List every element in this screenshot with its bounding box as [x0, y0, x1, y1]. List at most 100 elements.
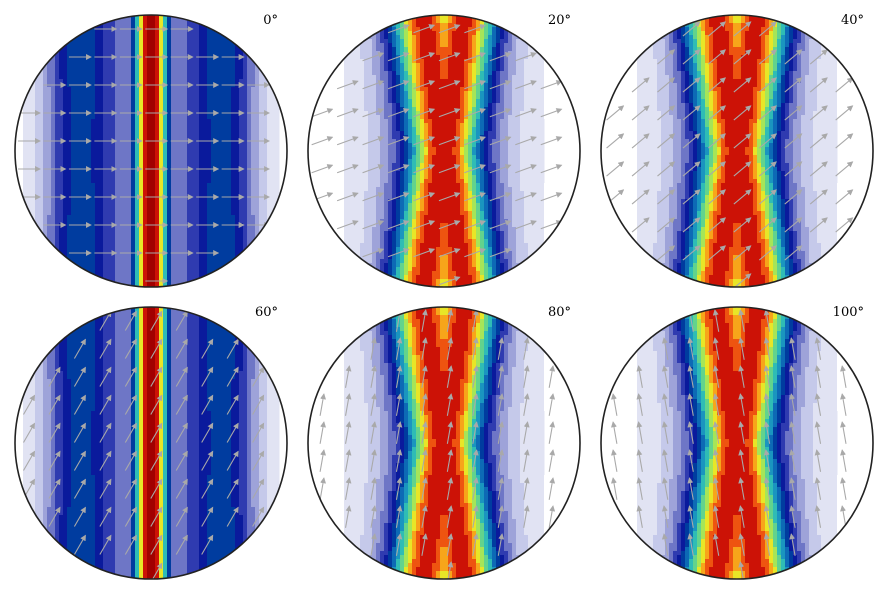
- vector-arrow: [809, 105, 828, 121]
- vector-arrow: [789, 421, 796, 444]
- vector-arrow: [464, 80, 487, 90]
- vector-arrow: [472, 505, 479, 528]
- vector-arrow: [758, 133, 777, 149]
- vector-arrow: [421, 477, 428, 500]
- vector-arrow: [472, 365, 479, 388]
- vector-arrow: [661, 477, 669, 500]
- vector-arrow: [540, 192, 563, 202]
- vector-arrow: [413, 52, 436, 62]
- vector-arrow: [497, 533, 505, 556]
- density-map: [15, 15, 287, 287]
- vector-arrow: [657, 77, 676, 93]
- vector-arrow: [395, 421, 403, 444]
- vector-arrow: [421, 421, 428, 444]
- vector-arrow: [319, 449, 326, 472]
- vector-arrow: [48, 450, 61, 471]
- vector-arrow: [835, 105, 854, 121]
- vector-arrow: [472, 309, 479, 332]
- vector-arrow: [395, 337, 403, 360]
- angle-label: 20°: [548, 13, 571, 28]
- vector-arrow: [661, 505, 669, 528]
- vector-arrow: [523, 477, 530, 500]
- vector-arrow: [814, 421, 822, 444]
- vector-arrow: [311, 108, 334, 118]
- vector-arrow: [606, 133, 625, 149]
- vector-arrow: [413, 164, 436, 174]
- vector-arrow: [497, 365, 505, 388]
- vector-arrow: [631, 133, 650, 149]
- vector-arrow: [472, 449, 479, 472]
- vector-arrow: [548, 477, 556, 500]
- vector-arrow: [150, 534, 163, 555]
- vector-arrow: [733, 217, 752, 233]
- vector-arrow: [789, 533, 796, 556]
- vector-arrow: [150, 506, 163, 527]
- vector-arrow: [73, 394, 86, 415]
- vector-arrow: [515, 80, 537, 90]
- vector-arrow: [733, 21, 752, 37]
- vector-arrow: [99, 338, 112, 359]
- vector-arrow: [387, 192, 410, 202]
- vector-arrow: [150, 562, 163, 579]
- vector-arrow: [150, 422, 163, 443]
- vector-arrow: [201, 394, 214, 415]
- vector-arrow: [124, 506, 137, 527]
- vector-arrow: [438, 108, 461, 118]
- vector-arrow: [226, 450, 239, 471]
- vector-arrow: [421, 449, 428, 472]
- vector-arrow: [311, 164, 334, 174]
- vector-arrow: [370, 477, 377, 500]
- vector-arrow: [489, 220, 512, 230]
- vector-arrow: [636, 421, 643, 444]
- vector-arrow: [784, 49, 803, 65]
- vector-arrow: [421, 365, 428, 388]
- vector-arrow: [515, 220, 537, 230]
- vector-arrow: [497, 337, 505, 360]
- vector-arrow: [336, 192, 359, 202]
- vector-arrow: [464, 164, 487, 174]
- vector-arrow: [515, 136, 537, 146]
- vector-arrow: [438, 80, 461, 90]
- vector-arrow: [661, 393, 669, 416]
- vector-arrow: [150, 478, 163, 499]
- vector-arrow: [789, 505, 796, 528]
- vector-arrow: [226, 338, 239, 359]
- vector-arrow: [345, 505, 352, 528]
- vector-arrow: [515, 192, 537, 202]
- vector-arrow: [446, 393, 454, 416]
- vector-arrow: [446, 449, 454, 472]
- vector-arrow: [733, 189, 752, 205]
- vector-arrow: [631, 189, 650, 205]
- vector-arrow: [23, 394, 36, 415]
- vector-arrow: [124, 422, 137, 443]
- vector-arrow: [175, 366, 188, 387]
- vector-arrow: [515, 108, 537, 118]
- vector-arrow: [150, 394, 163, 415]
- vector-arrow: [809, 161, 828, 177]
- vector-arrow: [523, 337, 530, 360]
- vector-arrow: [763, 449, 771, 472]
- vector-arrow: [446, 561, 454, 579]
- vector-arrow: [733, 105, 752, 121]
- vector-arrow: [738, 477, 745, 500]
- vector-arrow: [738, 449, 745, 472]
- vector-arrow: [809, 217, 828, 233]
- vector-arrow: [682, 189, 701, 205]
- vector-arrow: [523, 505, 530, 528]
- vector-arrow: [733, 273, 752, 287]
- vector-arrow: [175, 450, 188, 471]
- vector-arrow: [712, 449, 720, 472]
- vector-arrow: [370, 505, 377, 528]
- vector-arrow: [497, 505, 505, 528]
- vector-arrow: [446, 309, 454, 332]
- vector-arrow: [124, 394, 137, 415]
- vector-arrow: [606, 105, 625, 121]
- vector-arrow: [708, 133, 727, 149]
- vector-arrow: [175, 506, 188, 527]
- vector-arrow: [73, 422, 86, 443]
- vector-arrow: [395, 449, 403, 472]
- vector-arrow: [201, 478, 214, 499]
- vector-arrow: [73, 534, 86, 555]
- vector-arrow: [758, 77, 777, 93]
